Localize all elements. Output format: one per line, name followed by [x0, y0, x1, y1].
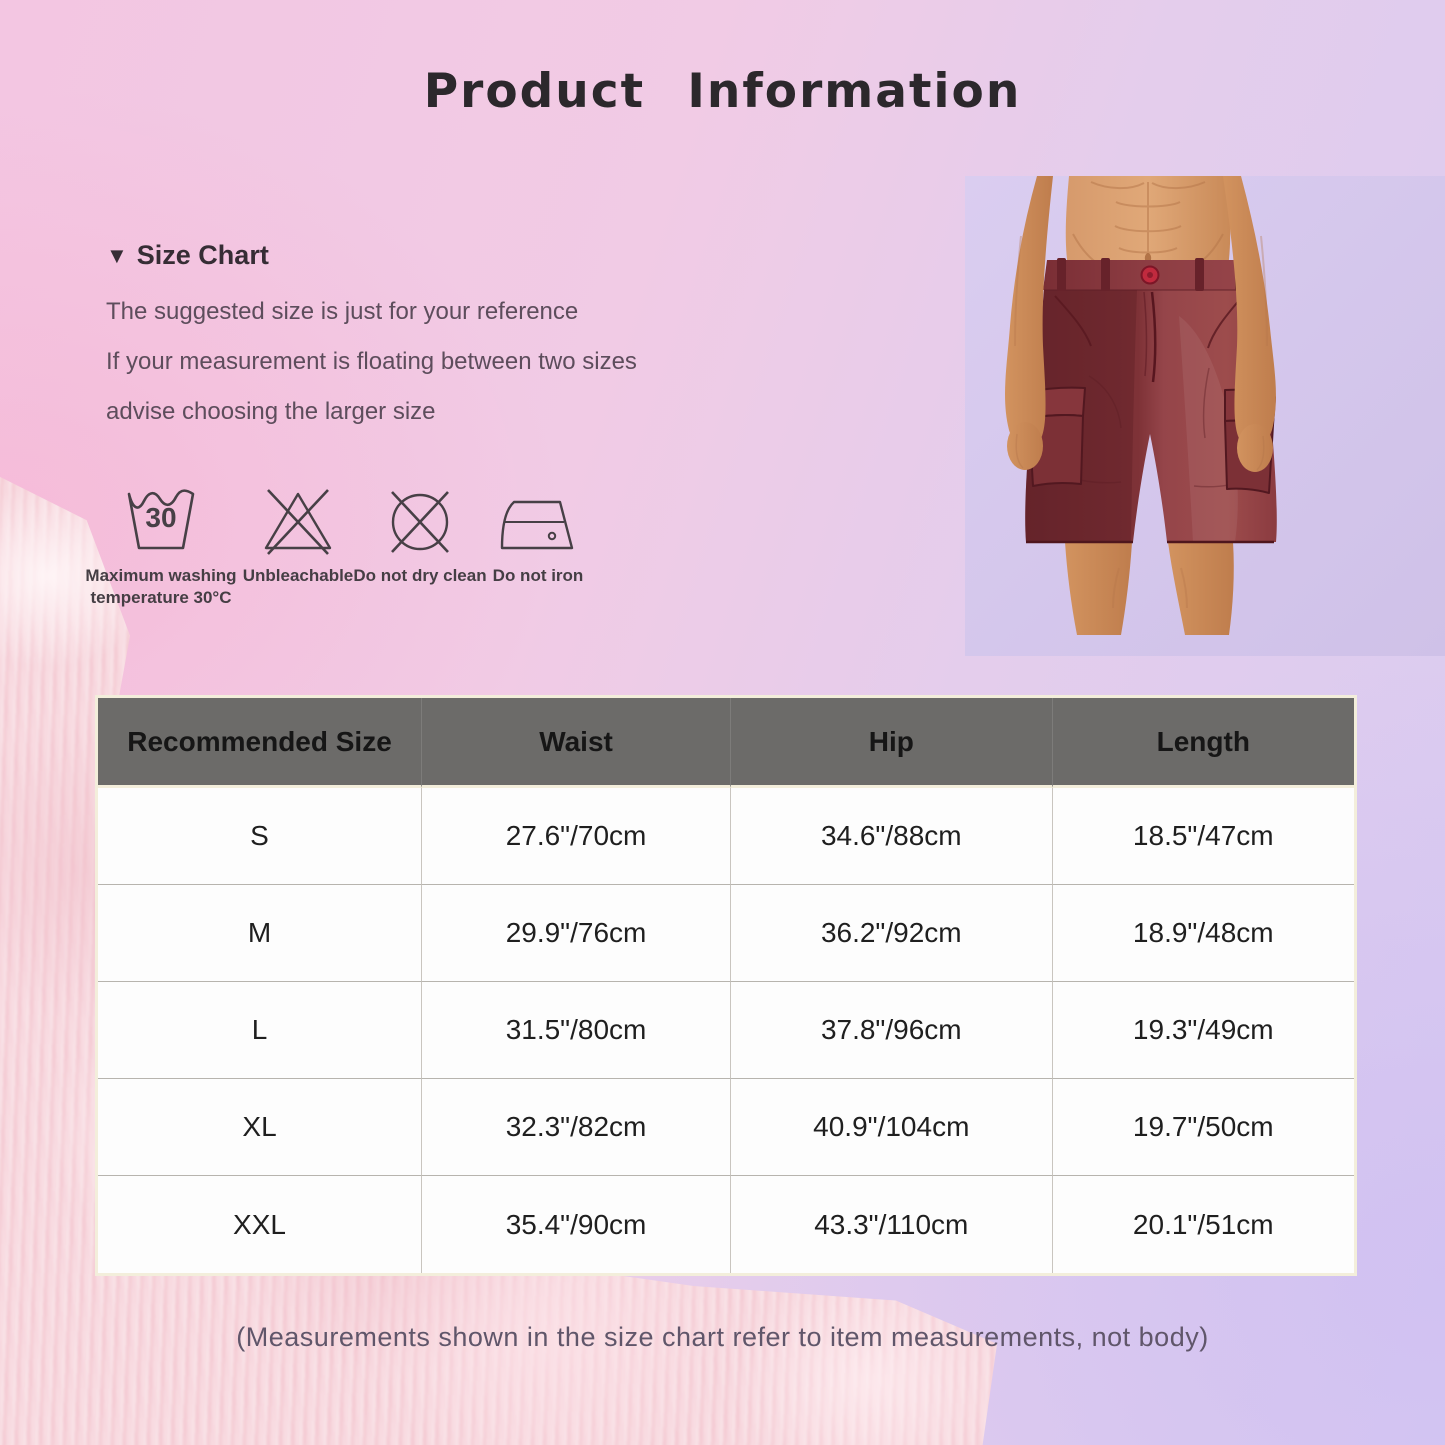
table-cell: 35.4"/90cm — [422, 1176, 732, 1273]
care-label: Do not iron — [492, 566, 584, 585]
table-cell: 27.6"/70cm — [422, 788, 732, 885]
table-cell: 20.1"/51cm — [1052, 1176, 1354, 1273]
care-label: Maximum washing temperature 30°C — [85, 566, 237, 607]
column-header-size: Recommended Size — [98, 698, 423, 788]
care-label: Unbleachable — [242, 566, 354, 585]
table-cell: 32.3"/82cm — [422, 1079, 732, 1176]
size-chart-table: Recommended Size Waist Hip Length S 27.6… — [95, 695, 1357, 1276]
size-chart-heading: ▼ Size Chart — [106, 240, 637, 271]
size-chart-intro: ▼ Size Chart The suggested size is just … — [106, 240, 637, 437]
table-cell: M — [98, 885, 423, 982]
page-title: Product Information — [423, 64, 1022, 119]
table-cell: 43.3"/110cm — [731, 1176, 1053, 1273]
table-cell: XXL — [98, 1176, 423, 1273]
table-cell: 19.3"/49cm — [1052, 982, 1354, 1079]
care-item-no-dry-clean: Do not dry clean — [335, 474, 505, 587]
table-cell: 40.9"/104cm — [731, 1079, 1053, 1176]
wash-30-icon — [127, 489, 195, 550]
table-cell: L — [98, 982, 423, 1079]
care-item-no-bleach: Unbleachable — [223, 474, 373, 587]
size-chart-note-line: advise choosing the larger size — [106, 398, 436, 425]
no-bleach-icon — [264, 489, 332, 555]
care-item-no-iron: Do not iron — [463, 474, 613, 587]
column-header-length: Length — [1052, 698, 1354, 788]
size-chart-heading-label: Size Chart — [136, 240, 269, 270]
measurement-note: (Measurements shown in the size chart re… — [236, 1322, 1209, 1352]
table-cell: S — [98, 788, 423, 885]
table-cell: 36.2"/92cm — [731, 885, 1053, 982]
size-chart-note-line: The suggested size is just for your refe… — [106, 298, 579, 325]
care-item-max-wash: 30 Maximum washing temperature 30°C — [76, 474, 246, 609]
wash-temp-value: 30 — [145, 502, 177, 533]
no-dry-clean-icon — [391, 491, 449, 553]
size-chart-note-line: If your measurement is floating between … — [106, 348, 637, 375]
table-cell: XL — [98, 1079, 423, 1176]
triangle-down-icon: ▼ — [106, 242, 128, 268]
product-photo — [965, 176, 1445, 656]
table-cell: 19.7"/50cm — [1052, 1079, 1354, 1176]
table-cell: 18.5"/47cm — [1052, 788, 1354, 885]
care-label: Do not dry clean — [353, 566, 487, 585]
table-cell: 34.6"/88cm — [731, 788, 1053, 885]
table-cell: 37.8"/96cm — [731, 982, 1053, 1079]
product-photo-illustration — [965, 176, 1445, 656]
column-header-waist: Waist — [422, 698, 732, 788]
column-header-hip: Hip — [731, 698, 1053, 788]
table-cell: 18.9"/48cm — [1052, 885, 1354, 982]
no-iron-icon — [500, 500, 574, 550]
table-cell: 29.9"/76cm — [422, 885, 732, 982]
table-cell: 31.5"/80cm — [422, 982, 732, 1079]
